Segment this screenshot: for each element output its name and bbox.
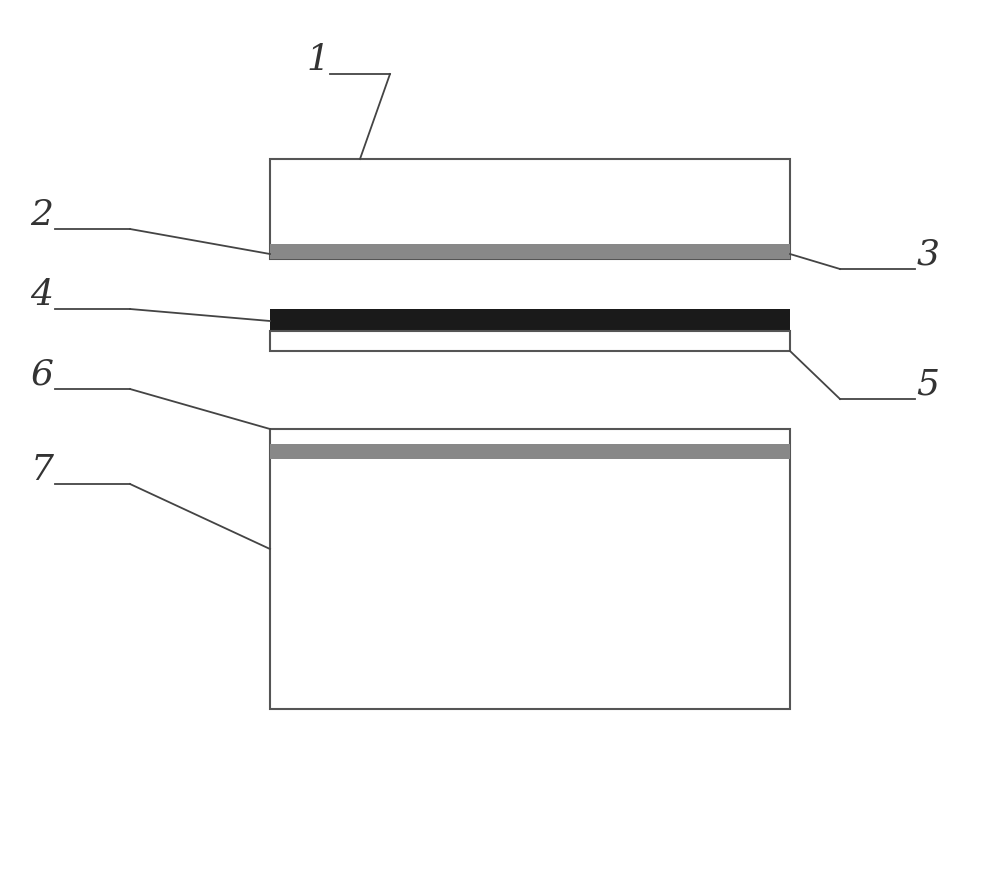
Text: 1: 1 xyxy=(306,43,330,77)
Bar xyxy=(270,444,790,459)
Bar xyxy=(270,310,790,332)
Text: 6: 6 xyxy=(30,357,54,392)
Bar xyxy=(270,429,790,709)
Text: 7: 7 xyxy=(30,452,54,486)
Text: 4: 4 xyxy=(30,277,54,312)
Bar xyxy=(270,332,790,351)
Text: 5: 5 xyxy=(916,368,940,401)
Text: 2: 2 xyxy=(30,198,54,232)
Text: 3: 3 xyxy=(916,238,940,271)
Bar xyxy=(270,245,790,260)
Bar xyxy=(270,160,790,260)
